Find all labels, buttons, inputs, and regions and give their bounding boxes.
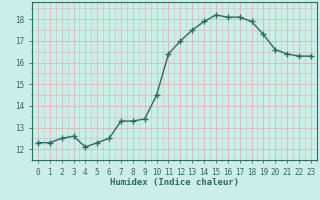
X-axis label: Humidex (Indice chaleur): Humidex (Indice chaleur) — [110, 178, 239, 187]
